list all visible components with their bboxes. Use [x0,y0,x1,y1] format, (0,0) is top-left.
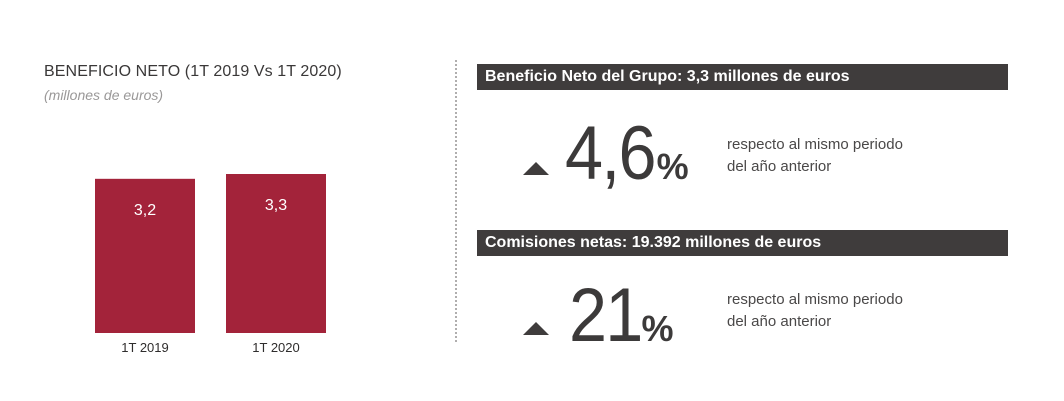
x-tick-label: 1T 2019 [121,340,168,355]
kpi-description-net-profit: respecto al mismo periodo del año anteri… [727,134,987,178]
kpi-number: 4,6 [565,111,656,196]
x-tick-label: 1T 2020 [252,340,299,355]
kpi-number: 21 [569,273,643,358]
kpi-unit: % [656,146,689,187]
kpi-desc-line: respecto al mismo periodo [727,291,903,308]
kpi-header-net-profit: Beneficio Neto del Grupo: 3,3 millones d… [477,64,1008,90]
kpi-value-net-commissions: 21% [569,278,674,354]
bar-value-label: 3,3 [265,197,287,214]
bar-value-label: 3,2 [134,202,156,219]
chart-subtitle: (millones de euros) [44,87,164,103]
kpi-desc-line: del año anterior [727,158,832,175]
kpi-unit: % [641,308,674,349]
kpi-description-net-commissions: respecto al mismo periodo del año anteri… [727,289,987,333]
bar-1t-2019 [95,178,195,333]
chart-title: BENEFICIO NETO (1T 2019 Vs 1T 2020) [44,63,342,80]
bar-chart: 3,2 1T 2019 3,3 1T 2020 [95,174,326,355]
kpi-header-net-commissions: Comisiones netas: 19.392 millones de eur… [477,230,1008,256]
section-divider [455,60,457,342]
bar-1t-2020 [226,174,326,333]
trend-up-icon [523,322,549,335]
kpi-desc-line: del año anterior [727,313,832,330]
kpi-value-net-profit: 4,6% [565,116,689,192]
kpi-desc-line: respecto al mismo periodo [727,136,903,153]
trend-up-icon [523,162,549,175]
